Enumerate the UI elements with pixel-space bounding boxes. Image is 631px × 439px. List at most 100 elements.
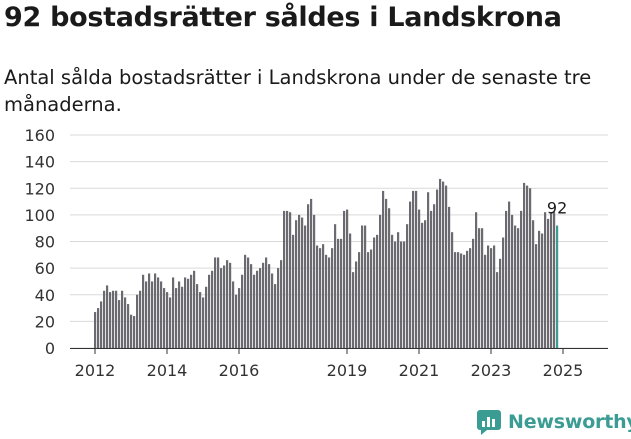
bar [298, 214, 301, 348]
bar [115, 290, 118, 348]
bar [409, 201, 412, 348]
bar [184, 277, 187, 348]
newsworthy-brand[interactable]: Newsworthy [476, 406, 631, 438]
bar [385, 198, 388, 348]
bar [208, 274, 211, 348]
bar [538, 230, 541, 348]
bar [346, 209, 349, 348]
y-tick-label: 160 [24, 126, 55, 145]
bar [340, 238, 343, 348]
bar [286, 210, 289, 348]
chart-subtitle: Antal sålda bostadsrätter i Landskrona u… [4, 66, 592, 116]
bar [436, 189, 439, 348]
bar [400, 241, 403, 348]
bar [229, 262, 232, 348]
bar [121, 290, 124, 348]
bar [175, 288, 178, 348]
bar [226, 260, 229, 348]
brand-name: Newsworthy [508, 411, 631, 433]
bar [193, 270, 196, 348]
x-tick-label: 2012 [75, 361, 116, 380]
bar [364, 225, 367, 348]
bar [358, 252, 361, 348]
bars [94, 178, 559, 348]
bar [391, 234, 394, 348]
bar [394, 241, 397, 348]
bar [160, 281, 163, 348]
y-tick-label: 140 [24, 153, 55, 172]
x-tick-label: 2014 [147, 361, 188, 380]
bar [382, 190, 385, 348]
bar [322, 244, 325, 348]
bar [520, 210, 523, 348]
bar [502, 237, 505, 348]
bar [466, 250, 469, 348]
bar [112, 290, 115, 348]
bar [418, 209, 421, 348]
bar [523, 182, 526, 348]
bar [472, 238, 475, 348]
bar [127, 304, 130, 348]
bar [223, 265, 226, 348]
bar [97, 308, 100, 348]
bar [124, 297, 127, 348]
bar [100, 301, 103, 348]
x-tick-label: 2021 [399, 361, 440, 380]
bar [283, 210, 286, 348]
bar [508, 201, 511, 348]
bar [289, 212, 292, 348]
bar [415, 190, 418, 348]
bar [253, 274, 256, 348]
bar [478, 228, 481, 348]
bar [424, 220, 427, 348]
bar [133, 316, 136, 348]
bar [433, 204, 436, 348]
bar [256, 270, 259, 348]
bar [553, 212, 556, 348]
bar [139, 290, 142, 348]
bar [355, 261, 358, 348]
bar [106, 285, 109, 348]
bar [331, 248, 334, 348]
y-tick-label: 40 [35, 286, 55, 305]
y-tick-label: 60 [35, 259, 55, 278]
data-labels: 92 [547, 199, 567, 218]
bar [196, 284, 199, 348]
y-tick-label: 120 [24, 179, 55, 198]
bar [406, 224, 409, 348]
bar [313, 214, 316, 348]
bar [403, 241, 406, 348]
bar [103, 290, 106, 348]
bar [511, 214, 514, 348]
bar [250, 264, 253, 348]
bar [217, 257, 220, 348]
bar [487, 245, 490, 348]
bar [550, 212, 553, 348]
bar [541, 233, 544, 348]
bar [202, 297, 205, 348]
bar [214, 257, 217, 348]
bar [148, 273, 151, 348]
bar [259, 268, 262, 348]
x-tick-label: 2025 [543, 361, 584, 380]
bar [388, 208, 391, 348]
bar [307, 204, 310, 348]
bar [232, 281, 235, 348]
bar [268, 264, 271, 348]
bar [442, 181, 445, 348]
bar [448, 206, 451, 348]
bar [301, 217, 304, 348]
bar [454, 252, 457, 348]
bar [421, 222, 424, 348]
y-tick-label: 20 [35, 312, 55, 331]
x-axis: 2012 2014 2016 2019 2021 2023 2025 [70, 348, 608, 380]
bar [109, 292, 112, 348]
bar [526, 185, 529, 348]
bar [460, 253, 463, 348]
bar-highlight [556, 225, 559, 348]
bar [517, 228, 520, 348]
bar [343, 210, 346, 348]
bar [178, 281, 181, 348]
bar [241, 274, 244, 348]
bar [238, 288, 241, 348]
